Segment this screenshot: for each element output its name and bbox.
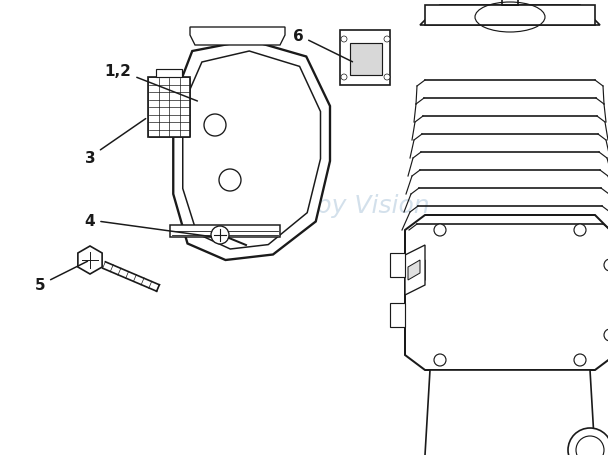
Polygon shape (405, 216, 608, 370)
Bar (350, 44, 382, 76)
Polygon shape (425, 6, 595, 26)
Circle shape (219, 170, 241, 192)
Polygon shape (190, 28, 285, 46)
Text: 1,2: 1,2 (105, 63, 198, 102)
Circle shape (574, 224, 586, 237)
Text: 5: 5 (35, 262, 88, 293)
Circle shape (568, 428, 608, 455)
Text: 4: 4 (85, 213, 211, 237)
Polygon shape (156, 70, 182, 78)
Polygon shape (170, 226, 280, 238)
Text: 6: 6 (292, 29, 353, 63)
Bar (148, 78, 190, 138)
Polygon shape (405, 245, 425, 295)
Text: 3: 3 (85, 119, 146, 165)
Bar (390, 303, 405, 327)
Circle shape (604, 259, 608, 271)
Polygon shape (425, 370, 595, 455)
Circle shape (204, 115, 226, 136)
Polygon shape (420, 6, 600, 26)
Text: Powered by Vision: Powered by Vision (200, 193, 430, 217)
Circle shape (341, 37, 347, 43)
Circle shape (384, 37, 390, 43)
Polygon shape (405, 260, 425, 290)
Circle shape (341, 75, 347, 81)
Circle shape (384, 75, 390, 81)
Circle shape (434, 224, 446, 237)
Circle shape (434, 354, 446, 366)
Circle shape (574, 354, 586, 366)
Polygon shape (173, 41, 330, 260)
Circle shape (604, 329, 608, 341)
Polygon shape (408, 260, 420, 280)
Bar (390, 253, 405, 278)
Circle shape (211, 227, 229, 244)
Bar (340, 31, 390, 86)
Circle shape (576, 436, 604, 455)
